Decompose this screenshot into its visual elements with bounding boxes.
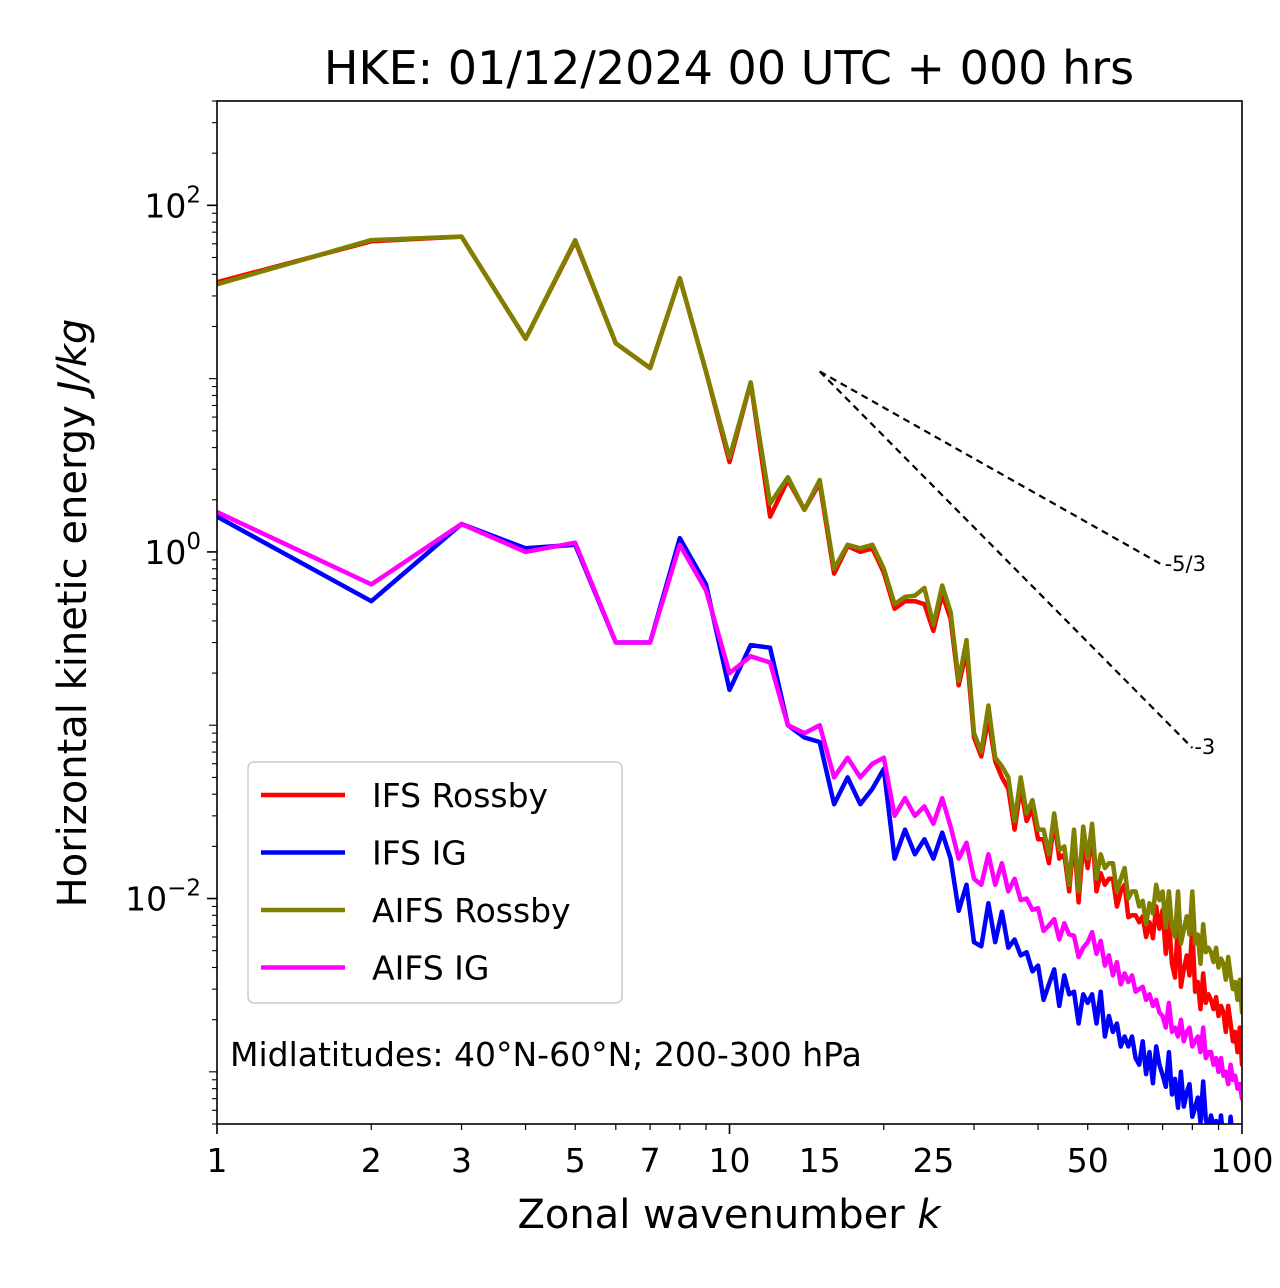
legend-label: AIFS Rossby (372, 891, 571, 930)
x-tick-label: 5 (565, 1141, 586, 1180)
x-tick-label: 2 (361, 1141, 382, 1180)
x-tick-label: 10 (709, 1141, 751, 1180)
y-tick-label: 100 (144, 529, 201, 572)
x-tick-label: 15 (799, 1141, 841, 1180)
legend-box (247, 761, 623, 1004)
y-axis-label: Horizontal kinetic energy J/kg (50, 319, 96, 908)
legend-label: AIFS IG (372, 949, 489, 988)
series-line-ifs-ig (217, 514, 1234, 1124)
series-layer (217, 234, 1242, 1124)
x-tick-label: 25 (912, 1141, 954, 1180)
y-tick-label: 10−2 (125, 876, 201, 919)
x-axis-ticks: 1 2 3 5 7 10 15 25 50 100 (207, 1124, 1274, 1180)
reference-line-label: -3 (1194, 735, 1215, 759)
x-axis-label: Zonal wavenumber k (517, 1192, 942, 1238)
chart-title: HKE: 01/12/2024 00 UTC + 000 hrs (324, 41, 1134, 95)
x-tick-label: 100 (1211, 1141, 1274, 1180)
x-tick-label: 50 (1067, 1141, 1109, 1180)
reference-line-minus-3 (818, 370, 1194, 749)
legend-label: IFS Rossby (372, 776, 548, 815)
reference-line-minus-5-3 (819, 370, 1164, 567)
x-tick-label: 3 (451, 1141, 472, 1180)
series-line-aifs-ig (217, 509, 1242, 1101)
x-tick-label: 7 (640, 1141, 661, 1180)
series-line-aifs-rossby (217, 234, 1242, 1015)
legend: IFS Rossby IFS IG AIFS Rossby AIFS IG (247, 761, 623, 1004)
reference-slope-lines: -5/3 -3 (818, 370, 1215, 759)
x-tick-label: 1 (207, 1141, 228, 1180)
y-axis-ticks: 10−2 100 102 (125, 100, 217, 1125)
region-annotation: Midlatitudes: 40°N-60°N; 200-300 hPa (230, 1035, 862, 1074)
y-tick-label: 102 (144, 182, 201, 225)
reference-line-label: -5/3 (1165, 552, 1206, 576)
legend-label: IFS IG (372, 834, 467, 873)
